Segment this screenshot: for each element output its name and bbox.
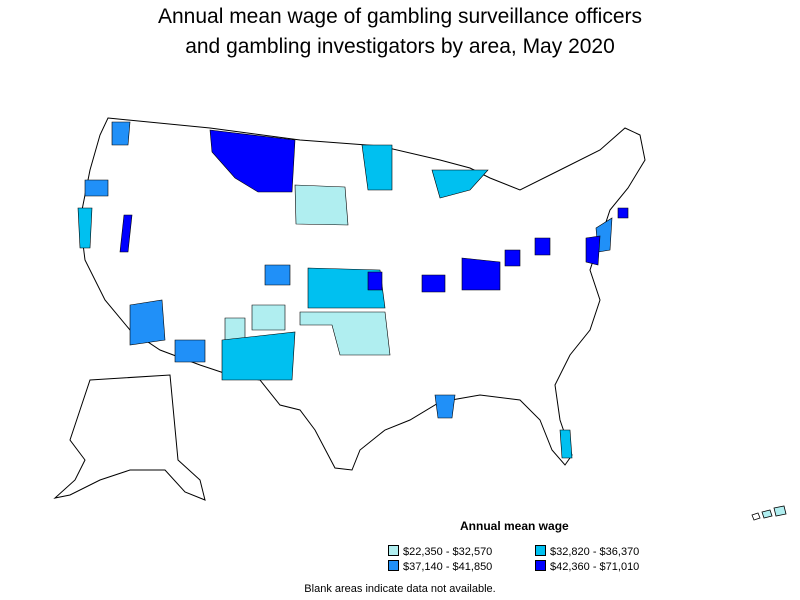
region-colorado-south [251,304,286,331]
legend-swatch-2 [535,545,546,556]
region-oregon-west [84,179,109,197]
region-indiana [461,257,501,291]
region-connecticut [617,207,629,219]
map-title: Annual mean wage of gambling surveillanc… [0,2,800,62]
region-south-dakota [294,184,349,226]
legend-swatch-4 [535,560,546,571]
region-new-jersey-atlantic [585,235,601,266]
legend-label-2: $32,820 - $36,370 [550,546,640,558]
legend-item-2: $32,820 - $36,370 [535,545,639,558]
legend-label-4: $42,360 - $71,010 [550,561,640,573]
region-arizona-south [174,339,206,363]
region-oklahoma [299,311,391,356]
legend-item-3: $37,140 - $41,850 [388,560,492,573]
hawaii-islands [751,505,787,521]
data-availability-note: Blank areas indicate data not available. [304,583,496,595]
region-louisiana-south [434,394,456,419]
region-washington-west [111,121,131,146]
legend-item-4: $42,360 - $71,010 [535,560,639,573]
legend-item-1: $22,350 - $32,570 [388,545,492,558]
region-montana [209,129,296,193]
legend-swatch-3 [388,560,399,571]
region-pennsylvania [534,237,551,256]
region-kansas [307,267,386,309]
legend-label-1: $22,350 - $32,570 [403,546,493,558]
map-title-line-2: and gambling investigators by area, May … [185,35,615,58]
region-california-north [77,207,93,249]
region-nevada-west [119,214,133,253]
region-new-mexico [221,331,296,381]
map-title-line-1: Annual mean wage of gambling surveillanc… [157,5,643,28]
region-arizona-west [129,299,166,346]
region-missouri-kc [367,271,383,291]
region-illinois-south [421,274,446,293]
legend-label-3: $37,140 - $41,850 [403,561,493,573]
region-ohio [504,249,521,267]
region-michigan-north [431,169,489,199]
region-florida-south [559,429,573,459]
region-minnesota-north [361,144,393,191]
alaska-outline [53,374,206,501]
legend-swatch-1 [388,545,399,556]
region-colorado-denver [264,264,291,286]
legend-title: Annual mean wage [460,519,569,533]
